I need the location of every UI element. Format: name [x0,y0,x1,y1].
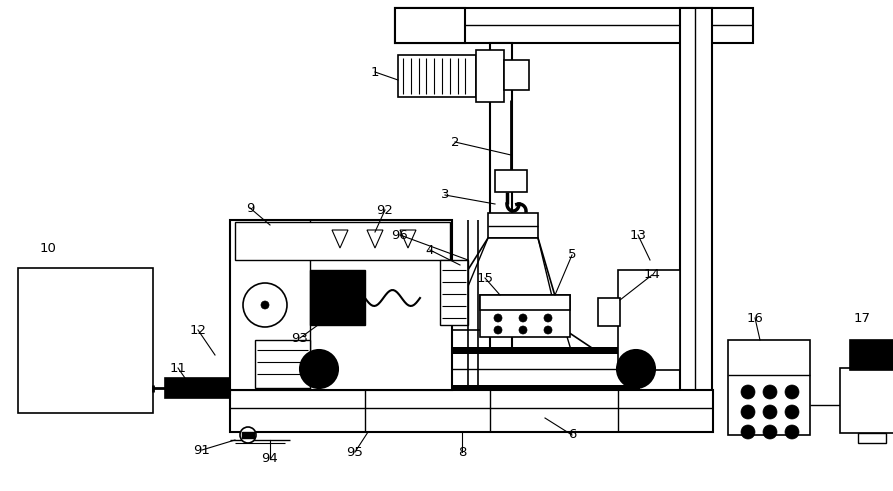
Circle shape [763,425,777,439]
Bar [255,340,310,388]
Bar [480,295,570,310]
Circle shape [763,385,777,399]
Polygon shape [430,238,565,330]
Bar [230,220,452,390]
Bar [319,350,636,388]
Bar [235,222,450,260]
Bar [440,260,468,325]
Bar [395,8,465,43]
Bar [476,50,504,102]
Bar [310,270,365,325]
Text: 5: 5 [568,248,576,262]
Text: 11: 11 [170,361,187,375]
Bar [230,390,713,432]
Circle shape [494,326,502,334]
Circle shape [544,314,552,322]
Text: 13: 13 [630,228,647,242]
Text: 15: 15 [477,272,494,284]
Bar [398,55,476,97]
Bar [18,268,153,413]
Polygon shape [367,230,383,248]
Text: 12: 12 [189,324,206,336]
Bar [728,340,810,435]
Bar [242,432,254,438]
Text: 6: 6 [568,429,576,441]
Bar [840,368,893,433]
Circle shape [741,385,755,399]
Text: 16: 16 [747,311,764,325]
Text: 14: 14 [644,269,661,281]
Bar [480,295,570,337]
Text: 94: 94 [262,452,279,464]
Text: 2: 2 [451,136,459,148]
Circle shape [617,350,655,388]
Text: 93: 93 [291,331,308,345]
Circle shape [741,405,755,419]
Bar [490,43,512,430]
Text: 8: 8 [458,445,466,459]
Circle shape [763,405,777,419]
Text: 95: 95 [346,445,363,459]
Circle shape [300,350,338,388]
Bar [618,270,680,370]
Text: 92: 92 [377,203,394,217]
Polygon shape [332,230,348,248]
Text: 91: 91 [194,443,211,457]
Bar [504,60,529,90]
Circle shape [261,301,269,309]
Circle shape [544,326,552,334]
Circle shape [785,405,799,419]
Text: 9: 9 [246,201,255,215]
Bar [488,213,538,238]
Text: 3: 3 [441,189,449,201]
Bar [495,170,527,192]
Circle shape [519,326,527,334]
Polygon shape [400,230,416,248]
Text: 17: 17 [854,311,871,325]
Text: 96: 96 [392,228,408,242]
Text: 1: 1 [371,65,380,79]
Bar [395,8,753,43]
Bar [858,433,886,443]
Circle shape [519,314,527,322]
Bar [680,8,712,430]
Bar [598,298,620,326]
Circle shape [741,425,755,439]
Circle shape [243,283,287,327]
Circle shape [240,427,256,443]
Text: 4: 4 [426,244,434,256]
Bar [850,340,893,370]
Text: 10: 10 [39,242,56,254]
Circle shape [494,314,502,322]
Bar [165,378,230,398]
Circle shape [785,385,799,399]
Circle shape [785,425,799,439]
